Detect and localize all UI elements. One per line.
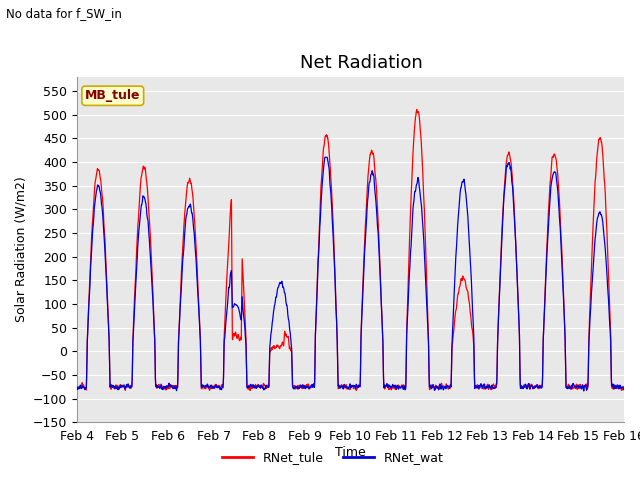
Text: MB_tule: MB_tule <box>85 89 141 102</box>
Title: Net Radiation: Net Radiation <box>300 54 422 72</box>
Text: No data for f_SW_in: No data for f_SW_in <box>6 7 122 20</box>
Legend: RNet_tule, RNet_wat: RNet_tule, RNet_wat <box>217 446 449 469</box>
X-axis label: Time: Time <box>335 446 366 459</box>
Y-axis label: Solar Radiation (W/m2): Solar Radiation (W/m2) <box>14 177 27 323</box>
